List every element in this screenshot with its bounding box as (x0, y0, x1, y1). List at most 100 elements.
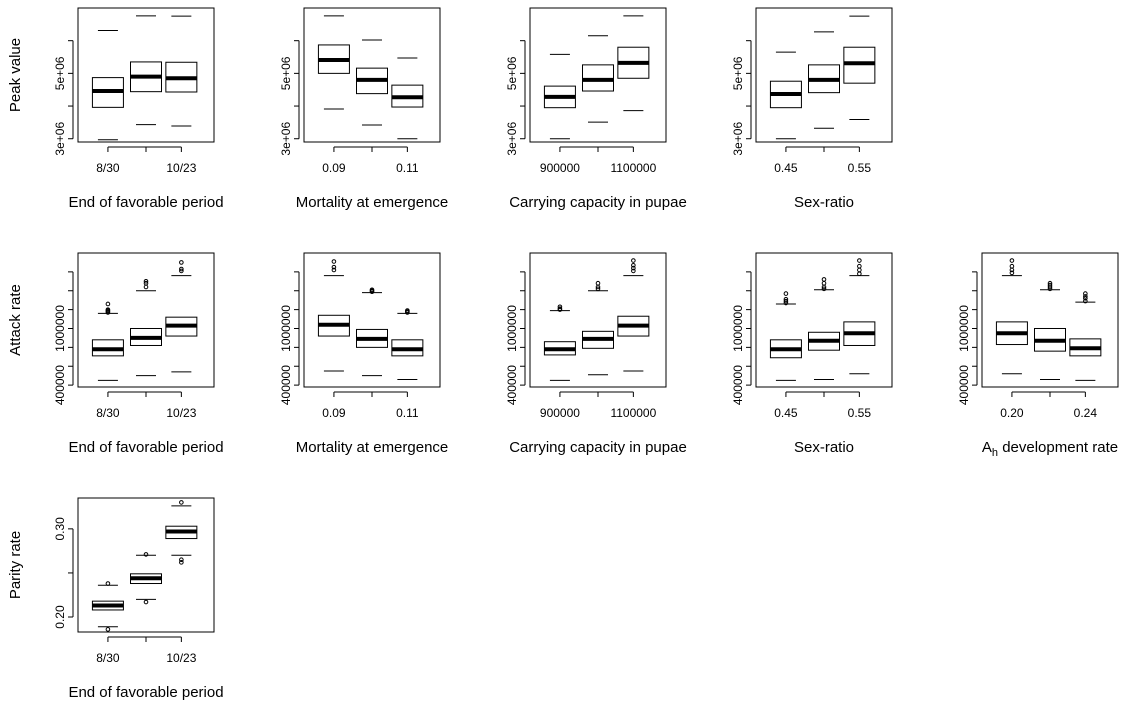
box-1 (769, 291, 802, 381)
outlier-point (1083, 294, 1088, 299)
panel-1-2: 3e+06 5e+06 0.09 0.11 Mortality at emergence (279, 7, 449, 211)
outlier-point (369, 287, 375, 293)
x-tick-label: 900000 (540, 161, 580, 175)
y-axis-label: Peak value (7, 38, 24, 112)
box-2 (808, 31, 840, 129)
outlier-point (821, 277, 827, 282)
box-3 (165, 15, 198, 127)
x-axis-label: Carrying capacity in pupae (509, 194, 687, 211)
x-tick-label: 0.24 (1074, 406, 1098, 420)
box-3 (617, 258, 650, 372)
x-axis-label: Sex-ratio (794, 194, 854, 211)
outlier-point (331, 264, 337, 270)
panel-1-3: 3e+06 5e+06 900000 1100000 Carrying capacity… (505, 7, 687, 211)
outlier-point (631, 265, 636, 271)
y-tick-label: 3e+06 (731, 122, 745, 156)
outlier-point (595, 286, 601, 292)
box-2 (130, 15, 162, 126)
outlier-point (179, 560, 184, 565)
outlier-point (143, 279, 149, 284)
box-1 (91, 581, 124, 632)
outlier-point (143, 284, 149, 290)
outlier-point (179, 557, 184, 563)
plot-frame (77, 497, 215, 633)
plot-frame (755, 252, 893, 388)
y-tick-label: 3e+06 (505, 122, 519, 156)
plot-frame (529, 252, 667, 388)
outlier-point (1009, 258, 1015, 263)
box-1 (769, 51, 802, 140)
y-tick-label: 0.20 (53, 605, 67, 629)
x-tick-label: 0.09 (322, 161, 346, 175)
outlier-point (631, 262, 636, 268)
x-axis-label: Mortality at emergence (296, 194, 449, 211)
outlier-point (143, 280, 149, 286)
box-2 (582, 35, 614, 123)
y-tick-label: 0.30 (53, 517, 67, 541)
outlier-point (1009, 263, 1015, 269)
x-axis-label: End of favorable period (68, 439, 223, 456)
outlier-point (783, 296, 789, 302)
box-3 (391, 57, 424, 140)
box-2 (808, 277, 840, 380)
box-1 (317, 259, 350, 372)
panel-3-1: 0.20 0.30 8/30 10/23 End of favorable period… (7, 497, 224, 701)
x-axis-label: Sex-ratio (794, 439, 854, 456)
panel-2-5: 400000 1000000 0.20 0.24 Ah development rate (957, 252, 1119, 459)
box-2 (130, 552, 162, 605)
y-tick-label: 1000000 (279, 305, 293, 352)
plot-frame (303, 252, 441, 388)
x-axis-label: End of favorable period (68, 684, 223, 701)
plot-frame (529, 7, 667, 143)
outlier-point (331, 259, 337, 264)
outlier-point (179, 268, 184, 274)
box-2 (356, 287, 388, 377)
outlier-point (857, 267, 862, 273)
plot-frame (77, 7, 215, 143)
x-tick-label: 900000 (540, 406, 580, 420)
outlier-point (1047, 282, 1053, 288)
x-tick-label: 0.55 (848, 406, 872, 420)
x-tick-label: 0.55 (848, 161, 872, 175)
panel-1-4: 3e+06 5e+06 0.45 0.55 Sex-ratio (731, 7, 893, 211)
box-3 (165, 500, 198, 565)
panel-2-1: 400000 1000000 8/30 10/23 End of favorable p… (7, 252, 224, 456)
outlier-point (783, 298, 789, 304)
outlier-point (143, 552, 149, 557)
outlier-point (1083, 291, 1088, 296)
y-axis-label: Attack rate (7, 284, 24, 356)
outlier-point (1047, 280, 1053, 286)
x-tick-label: 0.45 (774, 161, 798, 175)
outlier-point (1083, 295, 1088, 301)
plot-frame (303, 7, 441, 143)
x-axis-label: Mortality at emergence (296, 439, 449, 456)
plot-frame (77, 252, 215, 388)
x-tick-label: 10/23 (166, 161, 196, 175)
y-tick-label: 3e+06 (279, 122, 293, 156)
outlier-point (1009, 270, 1015, 276)
outlier-point (105, 581, 111, 586)
box-3 (843, 258, 876, 375)
outlier-point (105, 307, 111, 312)
outlier-point (631, 258, 636, 263)
x-tick-label: 0.45 (774, 406, 798, 420)
x-tick-label: 10/23 (166, 406, 196, 420)
y-tick-label: 400000 (731, 365, 745, 405)
y-tick-label: 1000000 (505, 305, 519, 352)
x-tick-label: 8/30 (96, 161, 120, 175)
outlier-point (105, 301, 111, 307)
y-tick-label: 5e+06 (53, 56, 67, 90)
box-2 (582, 280, 614, 376)
box-1 (91, 30, 124, 141)
y-tick-label: 400000 (957, 365, 971, 405)
outlier-point (783, 291, 789, 296)
x-tick-label: 8/30 (96, 651, 120, 665)
panel-2-2: 400000 1000000 0.09 0.11 Mortality at emerge… (279, 252, 449, 456)
outlier-point (179, 260, 184, 265)
outlier-point (405, 308, 410, 313)
outlier-point (557, 306, 563, 311)
y-tick-label: 5e+06 (505, 56, 519, 90)
y-tick-label: 5e+06 (279, 56, 293, 90)
y-tick-label: 400000 (53, 365, 67, 405)
